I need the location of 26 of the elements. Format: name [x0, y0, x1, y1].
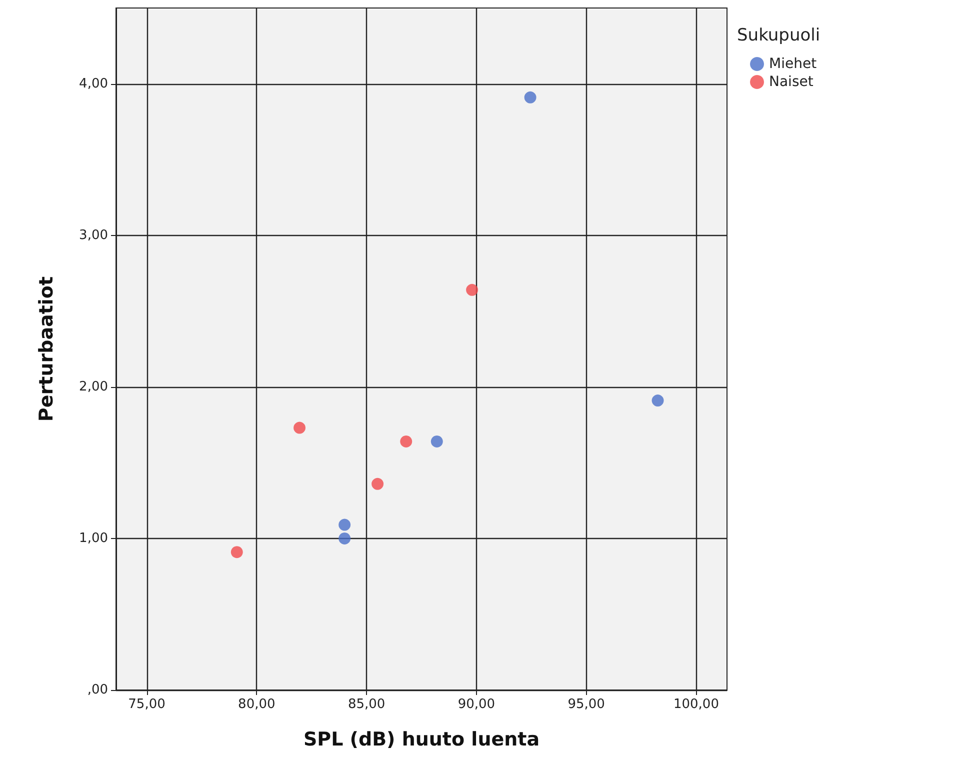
x-tick-label: 75,00: [128, 697, 166, 712]
point: [372, 478, 384, 490]
point: [652, 394, 664, 407]
x-tick-label: 90,00: [458, 697, 496, 712]
y-axis-title: Perturbaatiot: [36, 276, 58, 422]
point: [430, 435, 443, 448]
x-axis-title: SPL (dB) huuto luenta: [303, 728, 540, 750]
x-tick-label: 100,00: [673, 697, 719, 712]
point: [400, 435, 412, 448]
y-tick-label: 3,00: [79, 228, 108, 243]
x-tick-label: 85,00: [348, 697, 386, 712]
point: [294, 422, 306, 434]
legend-label: Naiset: [769, 74, 814, 90]
legend-label: Miehet: [769, 56, 818, 72]
point: [466, 284, 478, 296]
point: [230, 546, 243, 558]
y-tick-label: ,00: [87, 682, 108, 698]
x-tick-label: 80,00: [238, 697, 276, 712]
y-tick-label: 4,00: [79, 76, 108, 92]
y-tick-label: 2,00: [79, 379, 108, 394]
y-tick-label: 1,00: [79, 530, 108, 546]
point: [338, 518, 351, 531]
point: [524, 91, 536, 104]
point: [338, 532, 351, 544]
legend-title: Sukupuoli: [737, 26, 820, 46]
x-tick-label: 95,00: [568, 697, 605, 712]
